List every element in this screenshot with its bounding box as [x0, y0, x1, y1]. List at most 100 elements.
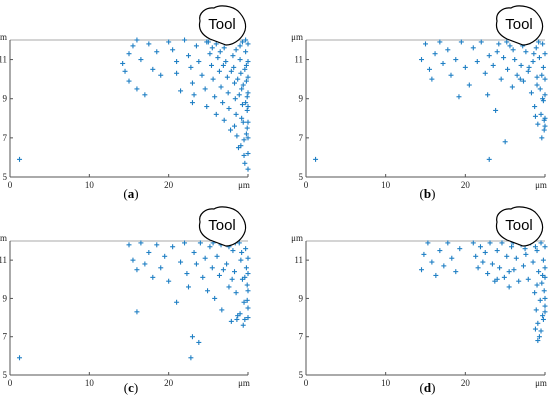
data-point: [226, 106, 232, 111]
data-point: [224, 74, 230, 80]
data-point: [239, 102, 245, 108]
data-point: [146, 249, 152, 255]
data-point: [230, 248, 236, 254]
data-point: [196, 339, 202, 345]
data-point: [541, 288, 547, 294]
data-point: [526, 64, 532, 70]
data-point: [243, 78, 249, 84]
data-point: [245, 255, 251, 261]
data-point: [433, 272, 439, 278]
data-point: [423, 41, 428, 47]
data-point: [445, 240, 451, 246]
data-point: [130, 43, 136, 49]
data-point: [193, 43, 199, 49]
tool-label: Tool: [208, 16, 236, 33]
data-point: [429, 76, 435, 82]
data-point: [213, 41, 219, 47]
data-point: [238, 70, 244, 76]
data-point: [231, 64, 237, 70]
data-point: [17, 156, 23, 162]
data-point: [243, 265, 249, 271]
data-point: [142, 261, 148, 267]
data-point: [215, 55, 221, 61]
x-tick-label: 20: [164, 378, 174, 388]
data-point: [244, 297, 250, 303]
data-point: [182, 37, 188, 43]
data-point: [512, 57, 518, 63]
x-tick-label: 20: [164, 180, 174, 190]
data-point: [126, 78, 132, 84]
data-point: [197, 240, 203, 246]
data-point: [532, 290, 538, 296]
data-point: [445, 47, 451, 53]
data-point: [542, 92, 548, 98]
data-point: [234, 316, 240, 322]
data-point: [504, 253, 510, 259]
data-point: [138, 240, 144, 246]
data-point: [501, 55, 507, 61]
data-point: [506, 269, 512, 275]
data-point: [191, 249, 197, 255]
data-point: [533, 307, 539, 313]
data-point: [228, 318, 234, 324]
data-point: [209, 265, 215, 271]
data-point: [188, 355, 194, 361]
x-tick-label: 10: [85, 180, 95, 190]
data-point: [530, 259, 536, 265]
data-point: [534, 248, 540, 254]
data-point: [178, 88, 184, 94]
data-point: [245, 305, 251, 311]
data-point: [199, 72, 205, 78]
data-point: [458, 39, 464, 45]
data-point: [191, 92, 197, 98]
data-point: [235, 76, 241, 82]
tool-shape: Tool: [495, 5, 544, 46]
y-tick-label: μm: [0, 32, 7, 42]
data-point: [242, 66, 248, 72]
data-point: [245, 288, 251, 294]
data-point: [542, 274, 548, 280]
data-point: [238, 143, 244, 149]
data-point: [130, 257, 136, 263]
data-point: [154, 49, 160, 55]
data-point: [224, 261, 230, 267]
data-point: [202, 86, 208, 92]
data-point: [513, 255, 519, 261]
x-tick-label: μm: [535, 180, 547, 190]
data-point: [182, 240, 188, 246]
data-point: [419, 57, 425, 63]
data-point: [535, 338, 541, 344]
data-point: [233, 47, 239, 53]
data-point: [138, 57, 144, 63]
data-point: [535, 320, 541, 326]
data-point: [536, 39, 542, 45]
data-point: [540, 64, 546, 70]
data-point: [174, 70, 180, 76]
tool-label: Tool: [505, 16, 533, 33]
data-point: [237, 57, 243, 63]
y-tick-label: 7: [3, 332, 8, 342]
data-point: [540, 316, 546, 322]
data-point: [542, 123, 548, 129]
y-tick-label: μm: [0, 233, 7, 243]
data-point: [539, 135, 545, 141]
data-point: [216, 68, 222, 74]
data-point: [533, 45, 539, 51]
data-point: [240, 322, 246, 328]
data-point: [184, 271, 190, 277]
y-tick-label: 7: [299, 133, 304, 143]
data-point: [166, 278, 172, 284]
data-point: [232, 269, 238, 275]
data-point: [470, 240, 476, 246]
panel-caption: (d): [420, 380, 436, 395]
data-point: [213, 111, 219, 117]
data-point: [313, 156, 319, 162]
data-point: [122, 68, 128, 74]
y-tick-label: 5: [299, 370, 304, 380]
y-tick-label: 9: [3, 293, 8, 303]
data-point: [166, 39, 172, 45]
data-point: [245, 74, 251, 80]
data-point: [220, 100, 226, 106]
data-point: [170, 244, 176, 250]
y-tick-label: μm: [291, 233, 303, 243]
